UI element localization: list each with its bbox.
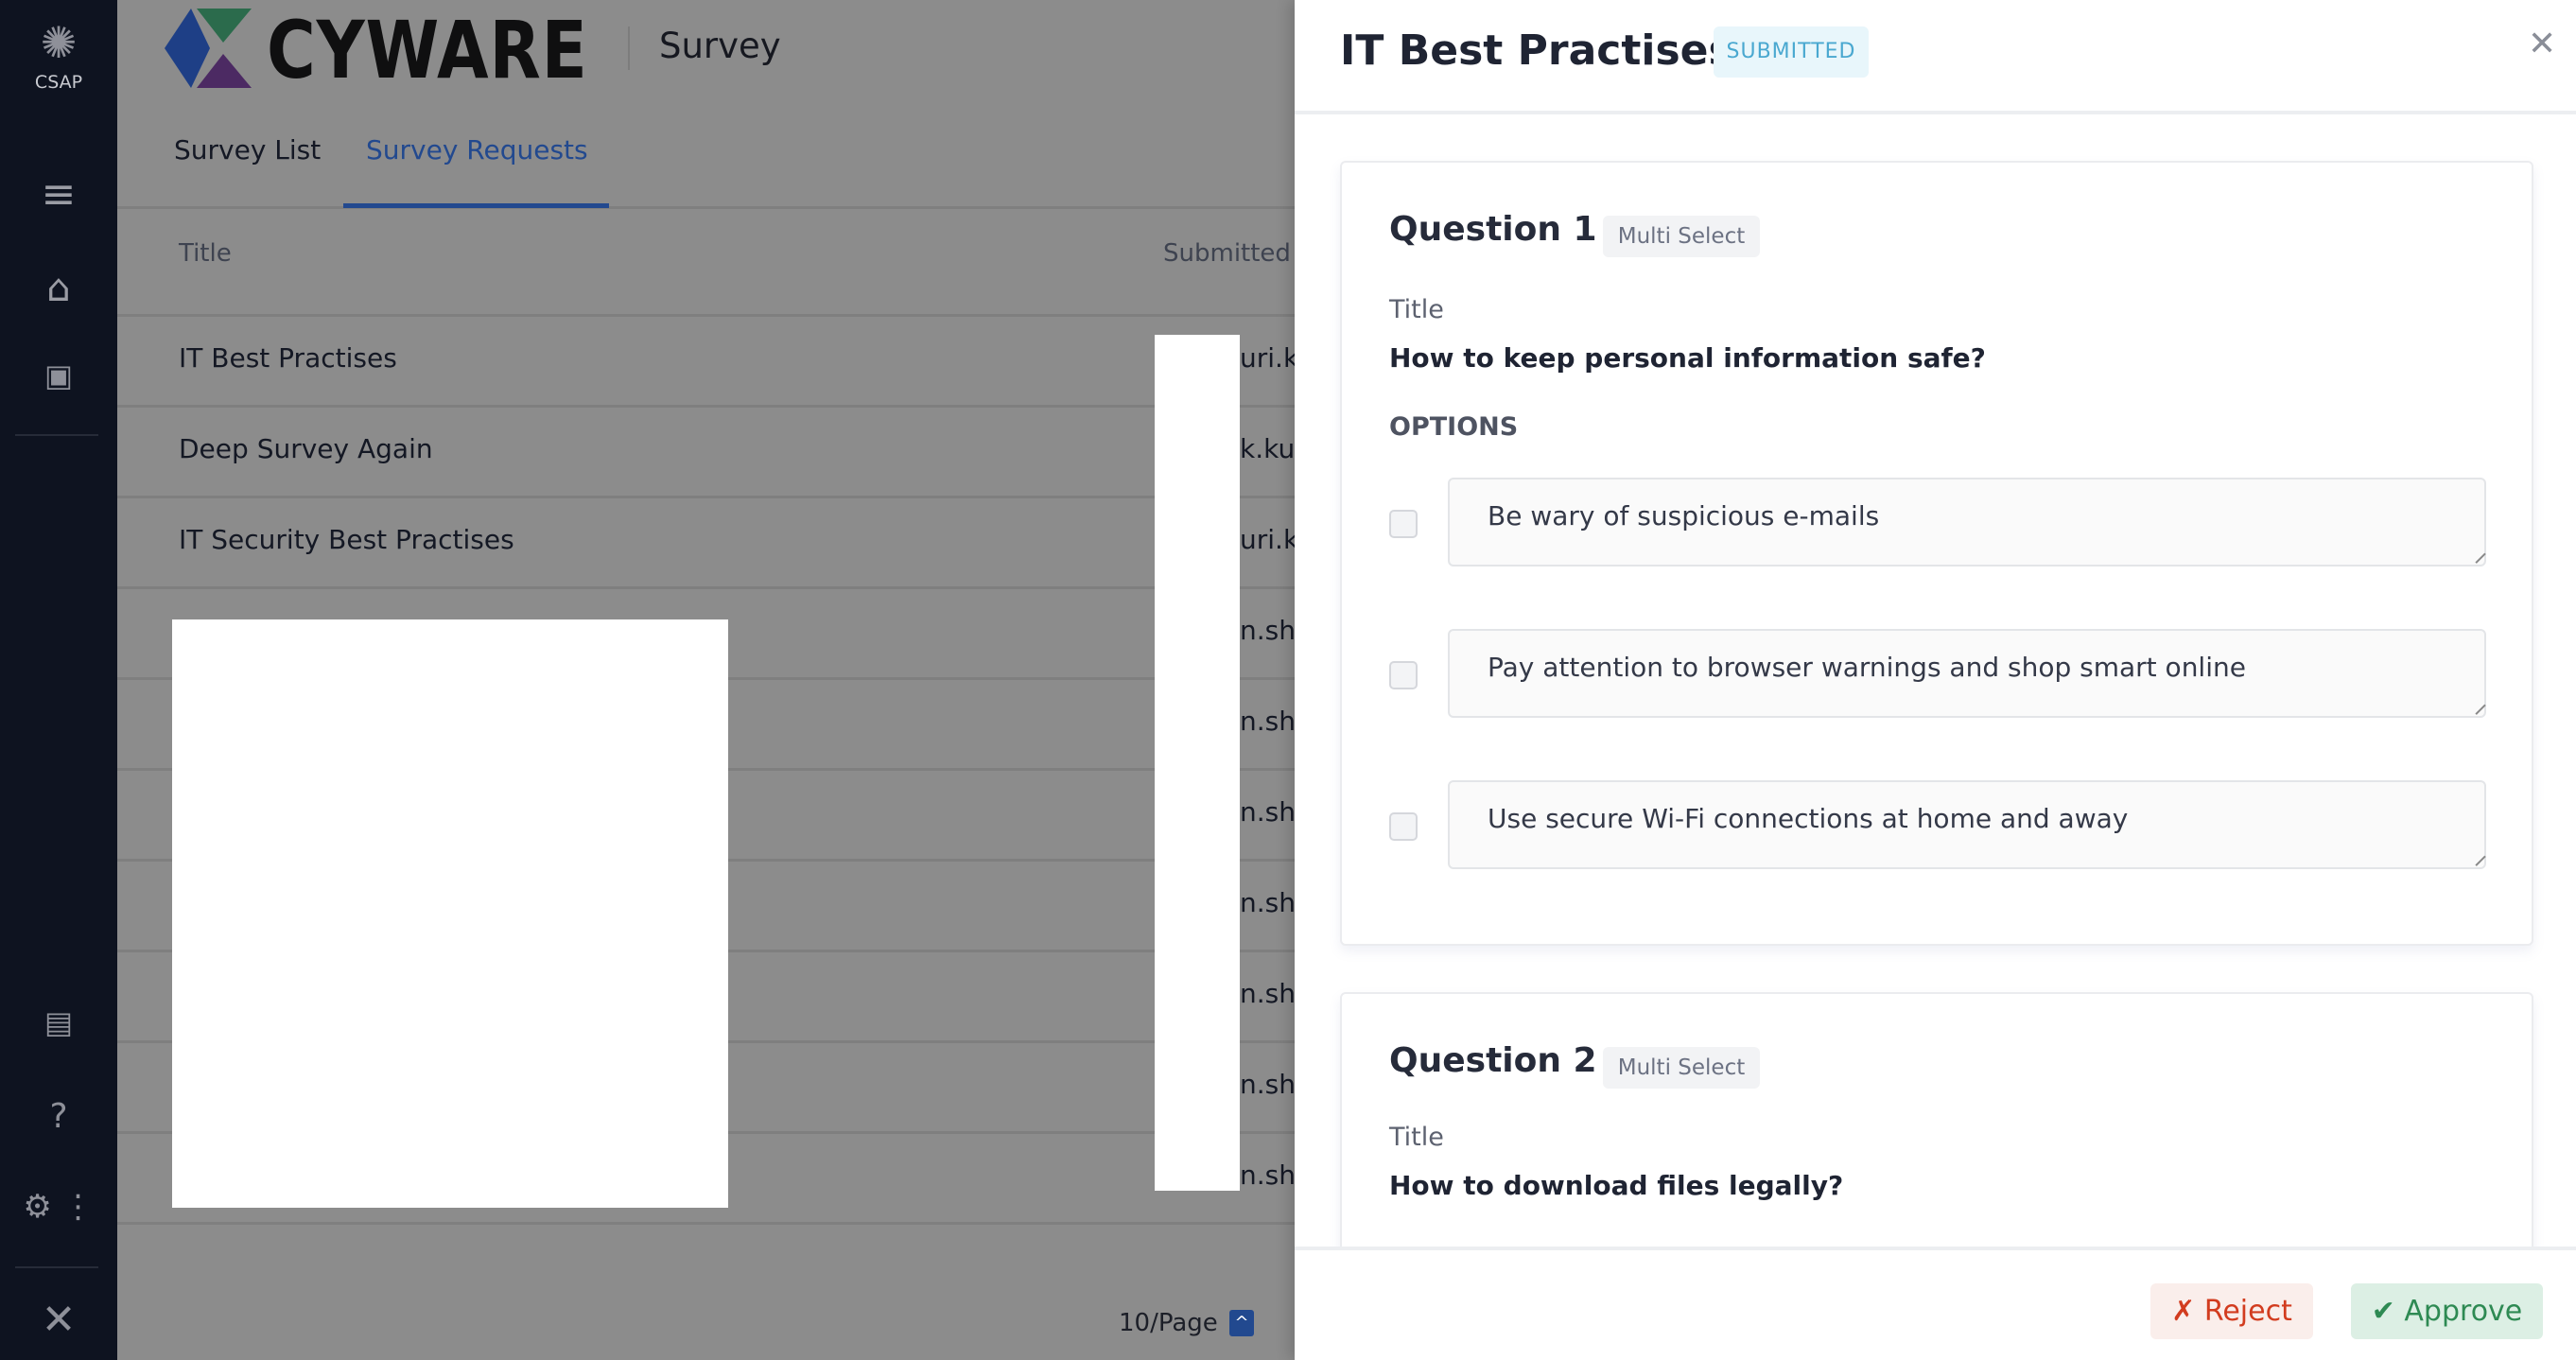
chevron-up-icon[interactable]: ^ bbox=[1229, 1310, 1254, 1336]
survey-detail-panel: IT Best Practises SUBMITTED ✕ Question 1… bbox=[1295, 0, 2576, 1360]
active-tab-indicator bbox=[343, 203, 609, 208]
panel-title: IT Best Practises bbox=[1340, 26, 1733, 75]
question-type-badge: Multi Select bbox=[1603, 1047, 1760, 1089]
option-checkbox[interactable] bbox=[1389, 510, 1418, 538]
row-divider bbox=[117, 405, 1295, 408]
divider bbox=[15, 434, 98, 436]
row-submitted: n.sha bbox=[1240, 615, 1295, 646]
help-icon[interactable]: ? bbox=[49, 1097, 68, 1136]
reject-label: Reject bbox=[2203, 1295, 2292, 1328]
question-number: Question 2 bbox=[1389, 1041, 1597, 1080]
option-input[interactable]: Use secure Wi-Fi connections at home and… bbox=[1448, 780, 2486, 869]
option-checkbox[interactable] bbox=[1389, 812, 1418, 841]
row-title[interactable]: IT Best Practises bbox=[179, 342, 397, 374]
tab-survey-requests[interactable]: Survey Requests bbox=[366, 134, 588, 166]
redaction-box bbox=[172, 619, 728, 1208]
row-submitted: n.sha bbox=[1240, 887, 1295, 918]
tab-survey-list[interactable]: Survey List bbox=[174, 134, 322, 166]
title-label: Title bbox=[1389, 295, 1444, 324]
resize-handle-icon[interactable] bbox=[2466, 696, 2486, 715]
reject-button[interactable]: ✗ Reject bbox=[2150, 1283, 2313, 1339]
row-submitted: n.sha bbox=[1240, 706, 1295, 737]
row-divider bbox=[117, 1222, 1295, 1225]
header-divider bbox=[1295, 111, 2576, 114]
question-title: How to download files legally? bbox=[1389, 1170, 1844, 1201]
option-input[interactable]: Be wary of suspicious e-mails bbox=[1448, 478, 2486, 567]
check-icon: ✔ bbox=[2371, 1295, 2395, 1328]
page-size-select[interactable]: 10/Page bbox=[1119, 1309, 1218, 1337]
column-header-title[interactable]: Title bbox=[179, 239, 232, 268]
module-title: Survey bbox=[659, 26, 781, 66]
dashboard-icon[interactable]: ▣ bbox=[44, 357, 74, 393]
row-submitted: n.sha bbox=[1240, 978, 1295, 1009]
header-divider bbox=[628, 26, 630, 70]
question-title: How to keep personal information safe? bbox=[1389, 342, 1986, 374]
row-title[interactable]: Deep Survey Again bbox=[179, 433, 433, 464]
sidebar: ✺ CSAP ≡ ⌂ ▣ ▤ ? ⚙ ⋮ ✕ bbox=[0, 0, 117, 1360]
cyware-logo-icon bbox=[165, 9, 252, 88]
option-text: Be wary of suspicious e-mails bbox=[1488, 500, 1880, 532]
resize-handle-icon[interactable] bbox=[2466, 847, 2486, 866]
row-divider bbox=[117, 586, 1295, 589]
row-submitted: n.sha bbox=[1240, 1159, 1295, 1191]
menu-icon[interactable]: ≡ bbox=[41, 170, 77, 218]
redaction-box bbox=[1155, 335, 1240, 1191]
question-card: Question 1 Multi Select Title How to kee… bbox=[1340, 161, 2533, 946]
approve-label: Approve bbox=[2404, 1295, 2523, 1328]
atom-logo-icon[interactable]: ✺ bbox=[40, 17, 78, 68]
row-submitted: uri.ka bbox=[1240, 524, 1295, 555]
row-divider bbox=[117, 314, 1295, 317]
status-badge: SUBMITTED bbox=[1714, 26, 1869, 78]
options-label: OPTIONS bbox=[1389, 412, 1519, 442]
title-label: Title bbox=[1389, 1123, 1444, 1152]
tabs-border bbox=[117, 206, 1295, 209]
reports-icon[interactable]: ▤ bbox=[44, 1004, 74, 1040]
brand-name: CYWARE bbox=[267, 4, 588, 96]
question-type-badge: Multi Select bbox=[1603, 216, 1760, 257]
column-header-submitted[interactable]: Submitted bbox=[1163, 239, 1291, 268]
x-icon: ✗ bbox=[2171, 1295, 2196, 1328]
app-label: CSAP bbox=[34, 72, 83, 93]
close-icon[interactable]: ✕ bbox=[2528, 25, 2557, 63]
row-submitted: n.sha bbox=[1240, 1069, 1295, 1100]
option-checkbox[interactable] bbox=[1389, 661, 1418, 689]
question-card: Question 2 Multi Select Title How to dow… bbox=[1340, 992, 2533, 1276]
option-input[interactable]: Pay attention to browser warnings and sh… bbox=[1448, 629, 2486, 718]
resize-handle-icon[interactable] bbox=[2466, 545, 2486, 564]
home-icon[interactable]: ⌂ bbox=[46, 267, 71, 310]
row-submitted: uri.ka bbox=[1240, 342, 1295, 374]
row-title[interactable]: IT Security Best Practises bbox=[179, 524, 514, 555]
approve-button[interactable]: ✔ Approve bbox=[2351, 1283, 2543, 1339]
option-text: Pay attention to browser warnings and sh… bbox=[1488, 652, 2246, 683]
question-number: Question 1 bbox=[1389, 210, 1597, 249]
option-text: Use secure Wi-Fi connections at home and… bbox=[1488, 803, 2129, 834]
row-divider bbox=[117, 496, 1295, 498]
divider bbox=[15, 1266, 98, 1268]
row-submitted: n.sha bbox=[1240, 796, 1295, 828]
row-submitted: k.kur bbox=[1240, 433, 1295, 464]
cyware-logo-icon[interactable]: ✕ bbox=[41, 1296, 77, 1344]
user-settings-icon[interactable]: ⚙ ⋮ bbox=[23, 1188, 95, 1226]
